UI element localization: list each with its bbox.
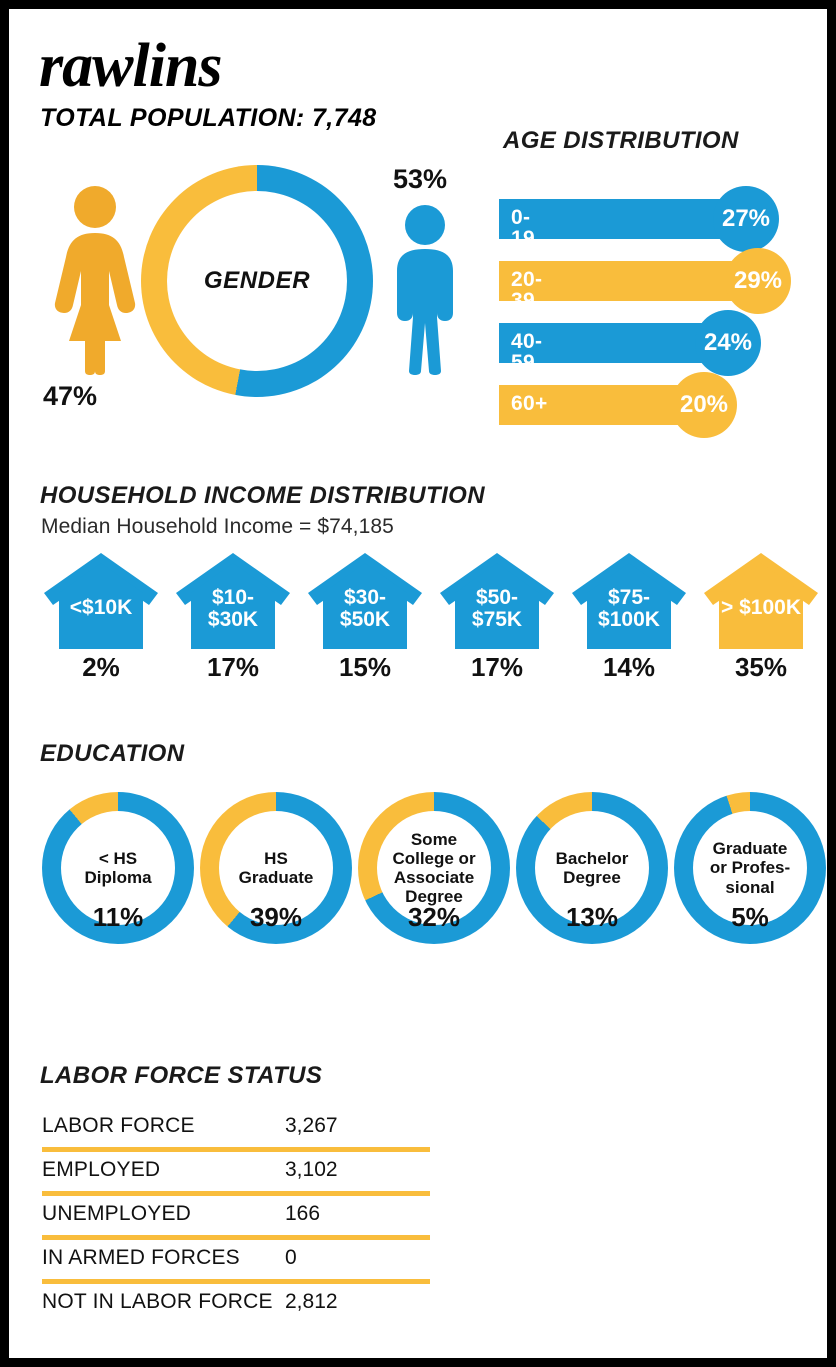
labor-force-table: LABOR FORCE 3,267 EMPLOYED 3,102 UNEMPLOYED 1… [42,1108,430,1328]
education-label: < HS Diploma [84,848,152,887]
education-donut-chart: Graduate or Profes-sional [674,792,826,944]
income-bracket-label: > $100K [721,596,801,619]
education-label: HS Graduate [238,848,314,887]
household-income-section: HOUSEHOLD INCOME DISTRIBUTION Median Hou… [9,474,827,699]
infographic-poster: rawlins TOTAL POPULATION: 7,748 47% GEND… [9,9,827,1358]
age-bar [499,261,758,301]
gender-donut-label: GENDER [203,267,311,294]
labor-row-name: LABOR FORCE [42,1114,195,1137]
education-donut-center: < HS Diploma [61,811,175,925]
female-pictogram-icon [49,185,141,380]
income-bracket-label: $10- $30K [207,586,259,631]
age-distribution-heading: AGE DISTRIBUTION [503,127,739,154]
income-house-icon: <$10K [42,549,160,649]
gender-donut-center: GENDER [167,191,347,371]
table-row: NOT IN LABOR FORCE 2,812 [42,1284,430,1328]
education-donut-center: Bachelor Degree [535,811,649,925]
labor-row-name: IN ARMED FORCES [42,1246,240,1269]
education-percentage: 13% [565,902,619,932]
labor-force-section: LABOR FORCE STATUS LABOR FORCE 3,267 EMPLO… [9,1054,827,1344]
labor-row-value: 3,102 [285,1158,338,1181]
age-percentage-value: 27% [721,205,771,232]
male-pictogram-icon [387,205,463,380]
age-bar [499,199,746,239]
labor-row-divider [42,1279,430,1284]
gender-section: 47% GENDER 53% [9,159,479,419]
education-donut-center: Graduate or Profes-sional [693,811,807,925]
income-house-icon: $50- $75K [438,549,556,649]
total-population-label: TOTAL POPULATION: 7,748 [40,104,377,132]
education-item: < HS Diploma [42,792,194,944]
median-household-income: Median Household Income = $74,185 [41,515,394,538]
education-donut-chart: < HS Diploma [42,792,194,944]
education-donut-chart: HS Graduate [200,792,352,944]
age-bar [499,385,704,425]
labor-row-name: UNEMPLOYED [42,1202,192,1225]
education-donut-chart: Bachelor Degree [516,792,668,944]
income-house-icon: > $100K [702,549,820,649]
education-label: Bachelor Degree [555,848,629,887]
income-house-icon: $10- $30K [174,549,292,649]
labor-row-divider [42,1191,430,1196]
education-item: HS Graduate [200,792,352,944]
age-percentage-value: 20% [679,391,729,418]
income-house-icon: $75- $100K [570,549,688,649]
age-percentage-bubble: 20% [671,372,737,438]
labor-row-value: 166 [285,1202,321,1225]
table-row: LABOR FORCE 3,267 [42,1108,430,1152]
education-percentage: 39% [249,902,303,932]
labor-row-value: 3,267 [285,1114,338,1137]
education-item: Bachelor Degree [516,792,668,944]
income-percentage: 14% [602,652,656,682]
income-percentage: 2% [82,652,120,682]
labor-row-value: 0 [285,1246,297,1269]
table-row: IN ARMED FORCES 0 [42,1240,430,1284]
education-item: Some College or Associate Degree [358,792,510,944]
age-bar [499,323,728,363]
income-bracket-label: $30- $50K [339,586,391,631]
education-donut-chart: Some College or Associate Degree [358,792,510,944]
education-percentage: 32% [407,902,461,932]
labor-row-value: 2,812 [285,1290,338,1313]
income-percentage: 15% [338,652,392,682]
age-range-label: 0-19 [511,206,535,250]
age-percentage-bubble: 29% [725,248,791,314]
income-percentage: 17% [206,652,260,682]
labor-row-divider [42,1147,430,1152]
education-donut-center: Some College or Associate Degree [377,811,491,925]
income-percentage: 35% [734,652,788,682]
education-percentage: 11% [92,902,144,932]
table-row: UNEMPLOYED 166 [42,1196,430,1240]
labor-row-name: NOT IN LABOR FORCE [42,1290,273,1313]
household-income-heading: HOUSEHOLD INCOME DISTRIBUTION [40,482,485,509]
age-percentage-bubble: 27% [713,186,779,252]
labor-force-heading: LABOR FORCE STATUS [40,1062,323,1089]
education-label: Some College or Associate Degree [392,829,476,907]
education-percentage: 5% [731,902,769,932]
education-donut-center: HS Graduate [219,811,333,925]
income-bracket-label: $50- $75K [471,586,523,631]
income-bracket-label: $75- $100K [598,586,660,631]
male-percentage: 53% [393,164,448,194]
labor-row-divider [42,1235,430,1240]
female-percentage: 47% [43,381,98,411]
education-section: EDUCATION < HS Diploma 11% HS Graduate 39% Som… [9,734,827,1004]
income-house-icon: $30- $50K [306,549,424,649]
age-distribution-section: AGE DISTRIBUTION 27% 0-19 29% 20-39 24% 40-59… [475,127,827,438]
age-percentage-value: 29% [733,267,783,294]
income-bracket-label: <$10K [69,596,133,619]
labor-row-name: EMPLOYED [42,1158,161,1181]
gender-donut-chart: GENDER [141,165,373,397]
age-range-label: 60+ [511,392,548,415]
income-percentage: 17% [470,652,524,682]
education-heading: EDUCATION [40,740,185,767]
page-title: rawlins [39,32,223,100]
age-percentage-bubble: 24% [695,310,761,376]
age-percentage-value: 24% [703,329,753,356]
education-label: Graduate or Profes-sional [709,839,791,897]
age-range-label: 40-59 [511,330,543,374]
age-range-label: 20-39 [511,268,543,312]
education-item: Graduate or Profes-sional [674,792,826,944]
table-row: EMPLOYED 3,102 [42,1152,430,1196]
